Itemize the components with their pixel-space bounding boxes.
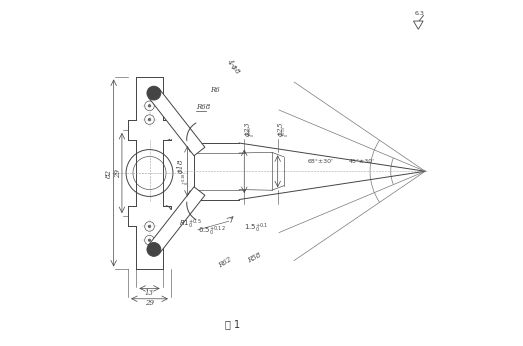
Text: $R1^{+0.5}_{0}$: $R1^{+0.5}_{0}$ [179, 218, 202, 231]
Text: R68: R68 [196, 103, 210, 111]
Text: 29: 29 [145, 299, 154, 307]
Text: $\phi$25: $\phi$25 [276, 122, 286, 137]
Circle shape [149, 118, 151, 121]
Text: R58: R58 [246, 251, 263, 264]
Polygon shape [149, 187, 205, 254]
Text: 82: 82 [105, 169, 113, 177]
Circle shape [147, 243, 161, 256]
Text: 6.3: 6.3 [415, 10, 425, 16]
Text: 68°±30': 68°±30' [307, 159, 333, 164]
Text: 29: 29 [114, 169, 122, 177]
Text: $^{+0.21}_{0}$: $^{+0.21}_{0}$ [247, 125, 257, 137]
Text: $6.5^{+0.12}_{0}$: $6.5^{+0.12}_{0}$ [198, 225, 226, 238]
Circle shape [147, 86, 161, 100]
Circle shape [149, 225, 151, 228]
Text: R6: R6 [210, 86, 220, 94]
Text: $\phi$23: $\phi$23 [243, 122, 253, 137]
Text: $^{+0.18}_{0}$: $^{+0.18}_{0}$ [180, 172, 191, 185]
Circle shape [149, 104, 151, 107]
Text: R5: R5 [173, 208, 183, 217]
Text: $1.5^{+0.1}_{0}$: $1.5^{+0.1}_{0}$ [244, 221, 269, 235]
Polygon shape [414, 21, 423, 29]
Text: 4-$\phi$8: 4-$\phi$8 [224, 56, 243, 76]
Text: 45°±30': 45°±30' [348, 159, 374, 164]
Circle shape [149, 239, 151, 242]
Text: $\phi$18: $\phi$18 [175, 158, 186, 174]
Text: R1.5: R1.5 [173, 127, 188, 140]
Text: 图 1: 图 1 [225, 319, 240, 329]
Polygon shape [149, 89, 205, 156]
Text: $^{+0.13}_{0}$: $^{+0.13}_{0}$ [280, 125, 291, 137]
Text: R62: R62 [217, 255, 233, 270]
Text: 13: 13 [145, 289, 154, 297]
